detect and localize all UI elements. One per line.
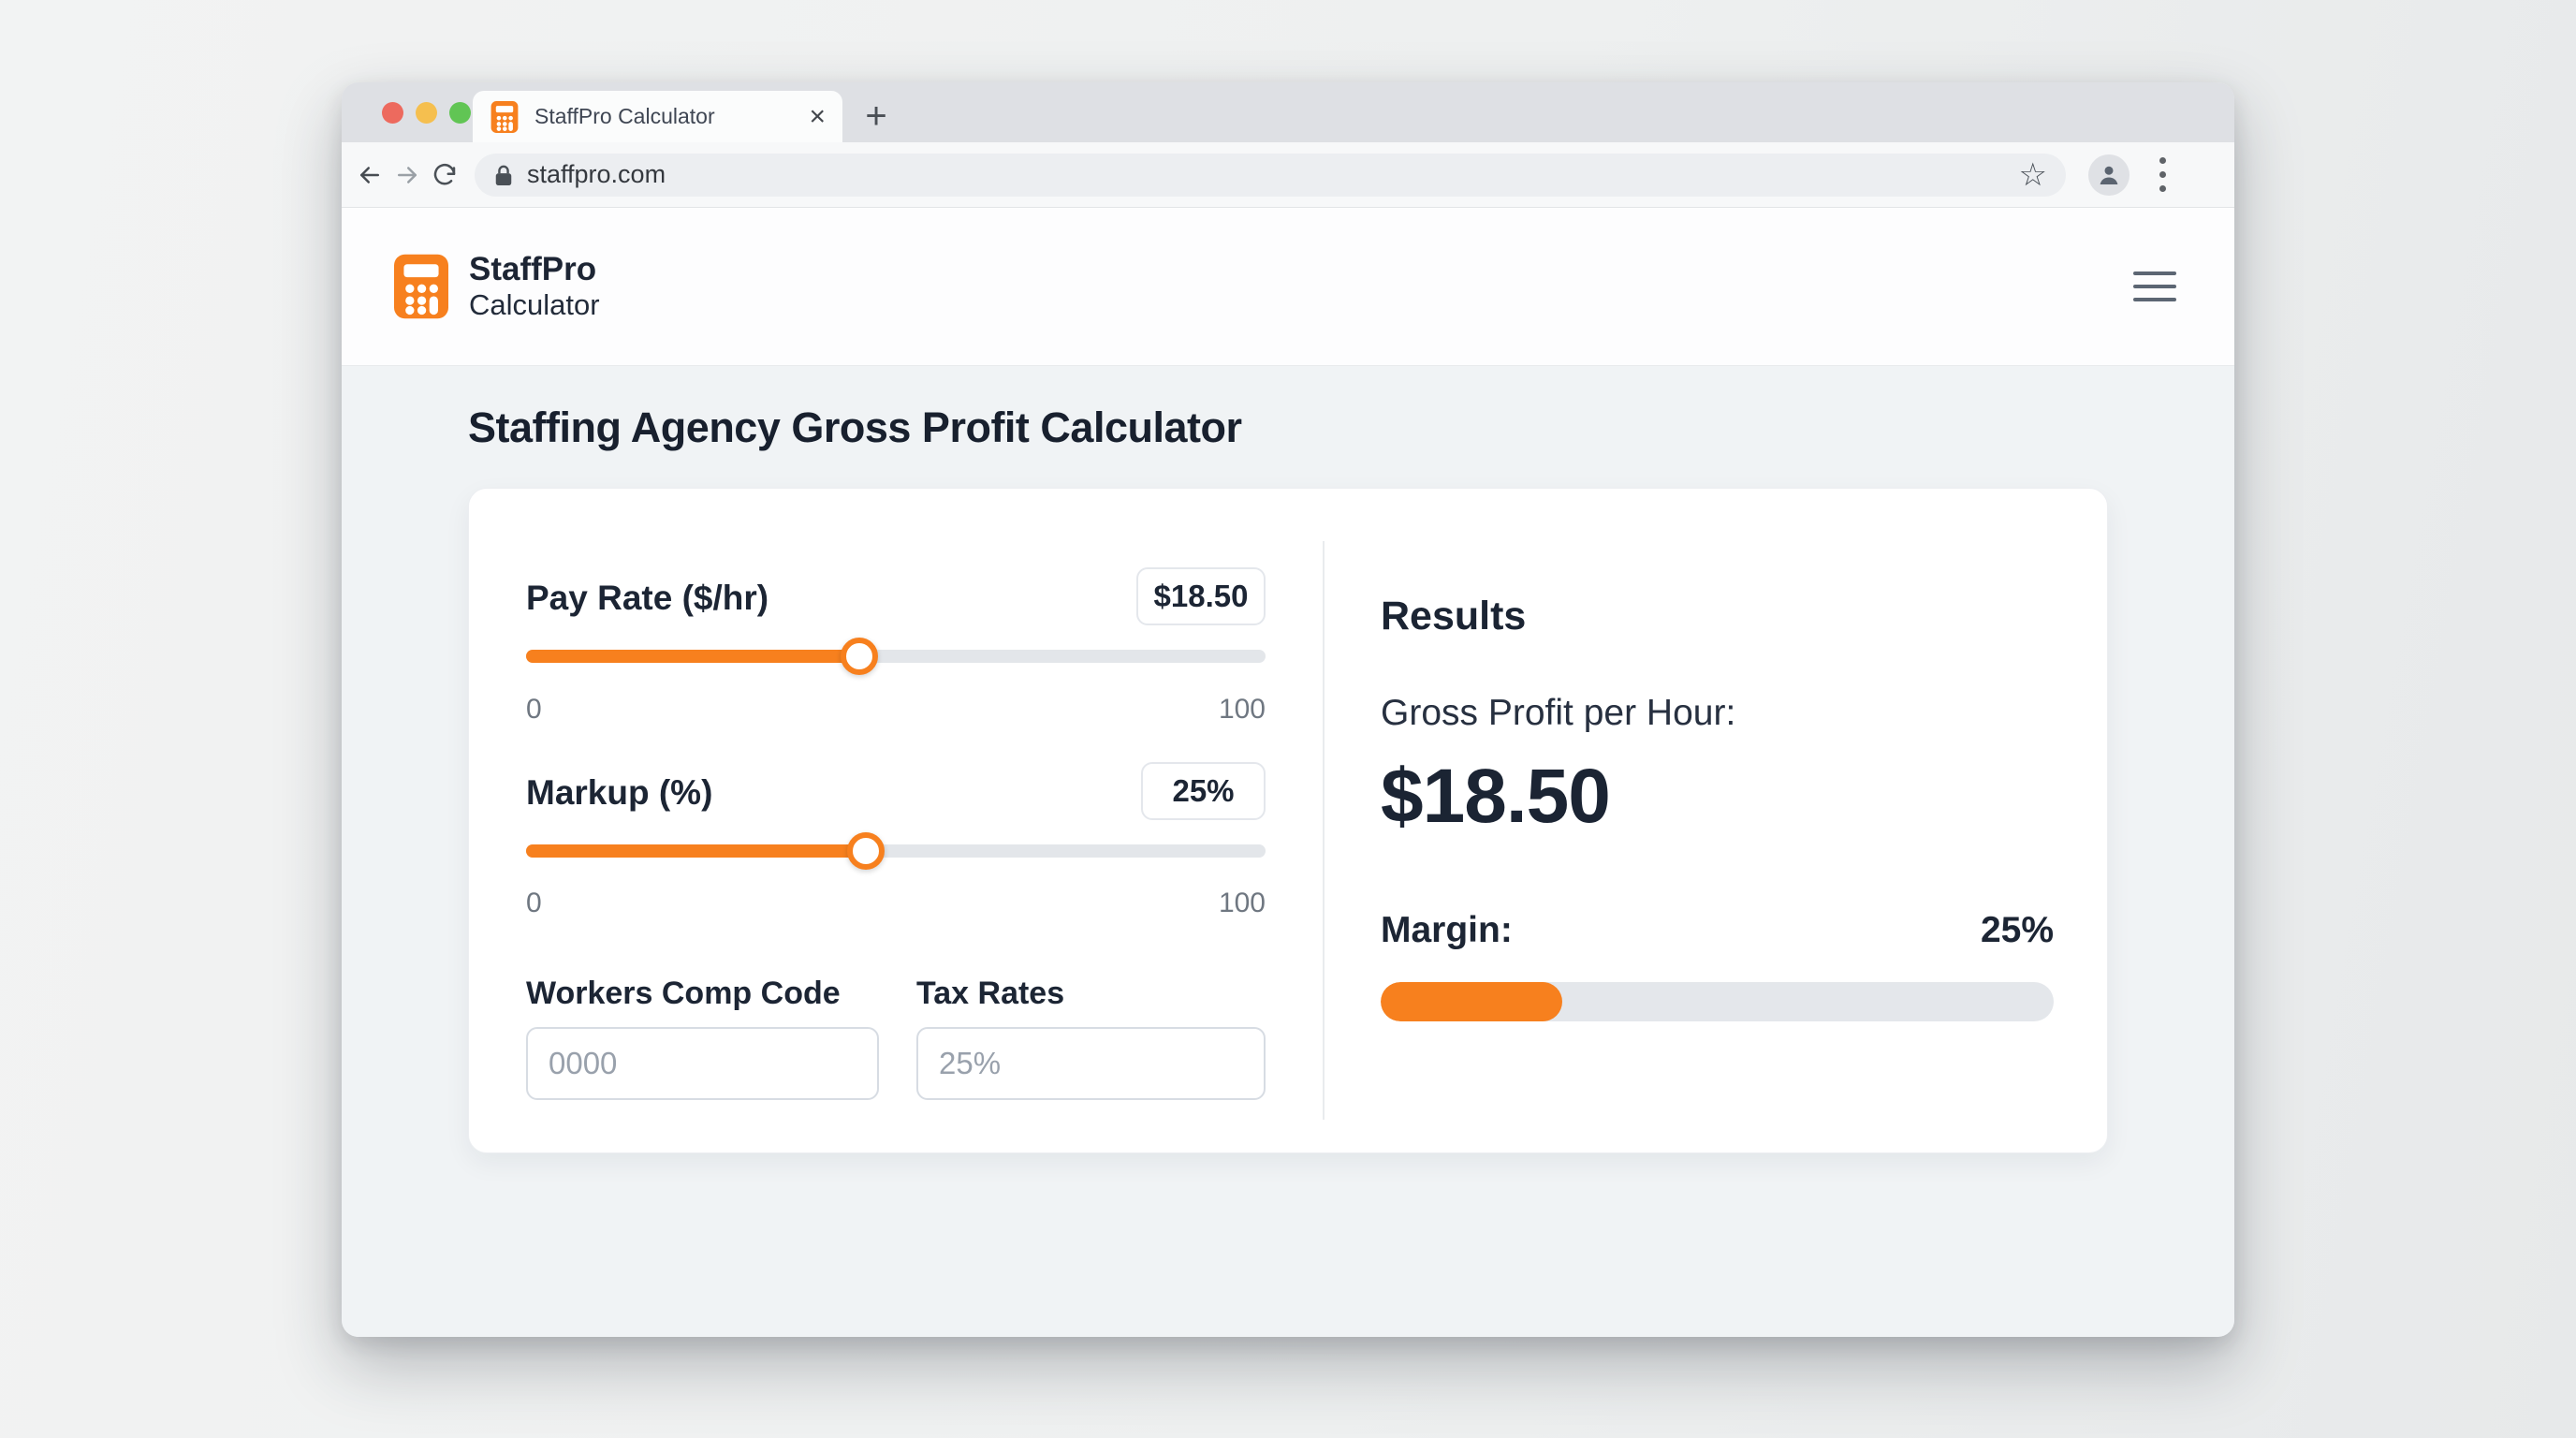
pay-rate-slider-fill — [526, 638, 878, 675]
margin-progress-bar — [1381, 982, 2054, 1021]
site-header: StaffPro Calculator — [342, 208, 2234, 366]
margin-progress-fill — [1381, 982, 1563, 1021]
pay-rate-min: 0 — [526, 694, 542, 725]
brand-line2: Calculator — [469, 288, 600, 321]
card-divider — [1323, 541, 1325, 1120]
profile-avatar[interactable] — [2088, 154, 2130, 196]
brand-name: StaffPro Calculator — [469, 251, 600, 322]
calculator-card: Pay Rate ($/hr) $18.50 0 100 Markup (%) … — [468, 488, 2108, 1153]
brand-line1: StaffPro — [469, 251, 597, 287]
markup-max: 100 — [1218, 888, 1266, 918]
markup-range: 0 100 — [526, 888, 1266, 919]
page-title: Staffing Agency Gross Profit Calculator — [468, 404, 1242, 451]
back-arrow-icon — [360, 166, 379, 183]
pay-rate-slider[interactable] — [526, 638, 1266, 675]
calculator-logo-icon — [394, 254, 448, 319]
forward-button[interactable] — [388, 156, 426, 194]
pay-rate-slider-thumb[interactable] — [840, 638, 878, 675]
markup-slider[interactable] — [526, 832, 1266, 870]
minimize-window-button[interactable] — [416, 102, 437, 124]
url-text: staffpro.com — [527, 160, 666, 188]
forward-arrow-icon — [398, 166, 417, 183]
gross-profit-label: Gross Profit per Hour: — [1381, 693, 1736, 733]
tab-title: StaffPro Calculator — [534, 104, 715, 128]
tax-rates-label: Tax Rates — [916, 976, 1065, 1011]
browser-toolbar: staffpro.com ☆ — [342, 142, 2234, 208]
reload-icon — [433, 163, 456, 184]
workers-comp-label: Workers Comp Code — [526, 976, 841, 1011]
close-tab-icon[interactable]: × — [809, 100, 826, 132]
margin-value: 25% — [1980, 910, 2054, 950]
markup-value-box[interactable]: 25% — [1141, 762, 1266, 820]
pay-rate-range: 0 100 — [526, 694, 1266, 726]
page-content: Staffing Agency Gross Profit Calculator … — [342, 366, 2234, 1337]
markup-min: 0 — [526, 888, 542, 918]
pay-rate-label: Pay Rate ($/hr) — [526, 579, 769, 617]
browser-tab[interactable]: StaffPro Calculator × — [473, 91, 842, 142]
browser-window: StaffPro Calculator × + staffpro.com ☆ — [342, 82, 2234, 1337]
margin-row: Margin: 25% — [1381, 910, 2054, 951]
gross-profit-value: $18.50 — [1381, 754, 1611, 839]
zoom-window-button[interactable] — [449, 102, 471, 124]
bookmark-star-icon[interactable]: ☆ — [2018, 156, 2047, 193]
tab-strip: StaffPro Calculator × + — [342, 82, 2234, 142]
new-tab-button[interactable]: + — [865, 95, 887, 137]
browser-menu-button[interactable] — [2154, 152, 2172, 198]
markup-label: Markup (%) — [526, 773, 713, 812]
calculator-favicon — [490, 100, 519, 133]
pay-rate-max: 100 — [1218, 694, 1266, 725]
workers-comp-input[interactable] — [526, 1027, 879, 1100]
hamburger-menu-icon[interactable] — [2133, 264, 2176, 309]
lock-icon — [495, 165, 512, 185]
pay-rate-value-box[interactable]: $18.50 — [1136, 567, 1266, 625]
window-controls — [382, 102, 471, 124]
back-button[interactable] — [351, 156, 388, 194]
person-icon — [2100, 166, 2118, 184]
margin-label: Margin: — [1381, 910, 1513, 950]
markup-slider-fill — [526, 832, 886, 870]
results-heading: Results — [1381, 594, 1527, 638]
markup-slider-thumb[interactable] — [847, 832, 886, 870]
reload-button[interactable] — [426, 156, 463, 194]
close-window-button[interactable] — [382, 102, 403, 124]
address-bar[interactable]: staffpro.com ☆ — [475, 153, 2066, 197]
tax-rates-input[interactable] — [916, 1027, 1266, 1100]
